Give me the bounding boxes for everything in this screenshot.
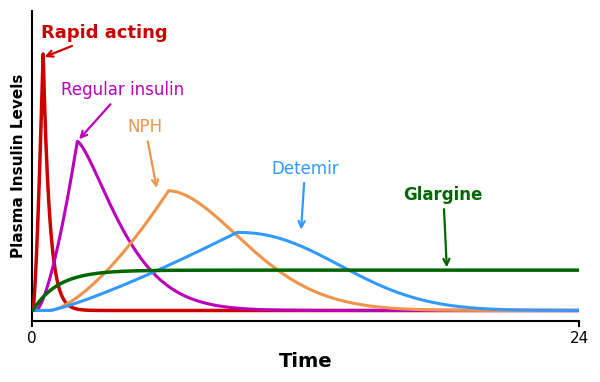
Y-axis label: Plasma Insulin Levels: Plasma Insulin Levels xyxy=(11,74,26,258)
Text: Rapid acting: Rapid acting xyxy=(41,24,167,57)
X-axis label: Time: Time xyxy=(278,352,332,371)
Text: Glargine: Glargine xyxy=(404,186,483,265)
Text: Detemir: Detemir xyxy=(271,160,339,227)
Text: NPH: NPH xyxy=(127,118,163,186)
Text: Regular insulin: Regular insulin xyxy=(61,81,184,138)
